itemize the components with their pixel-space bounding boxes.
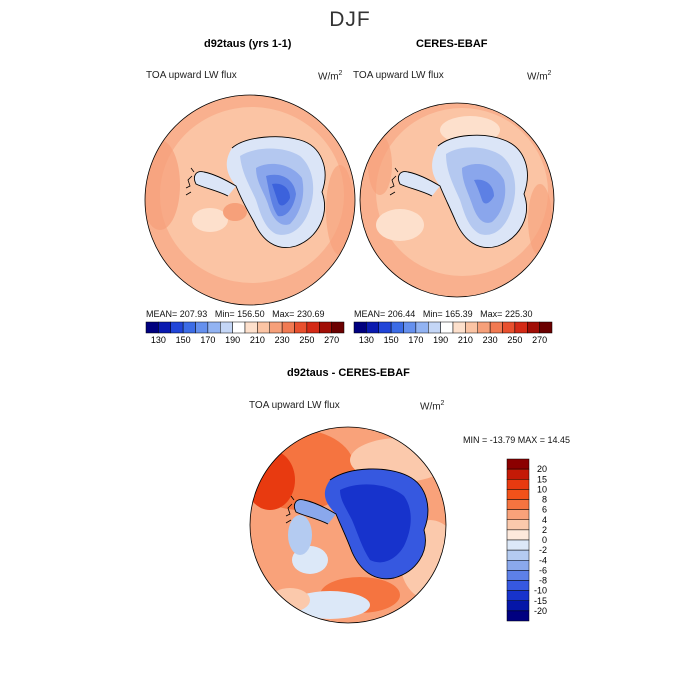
map-panel-2 [360,103,554,297]
cbar1-swatch [331,321,345,334]
cbar2-swatch [527,321,540,334]
diff-cbar-swatch [506,489,530,500]
diff-cbar-tick-label: 8 [542,495,547,505]
cbar2-swatch [378,321,392,334]
diff-cbar-tick-label: -6 [539,565,547,575]
diff-cbar-swatch [506,590,530,601]
cbar1-swatch [294,321,308,334]
cbar1-swatch [232,321,246,334]
cbar1-swatch [207,321,221,334]
cbar2-swatch [514,321,528,334]
panel-1-title: d92taus (yrs 1-1) [204,38,292,50]
diff-cbar-swatch [506,580,530,591]
diff-cbar-swatch [506,509,530,520]
diff-cbar-tick-label: -8 [539,576,547,586]
cbar2-tick-label: 270 [532,335,547,345]
cbar1-swatch [269,321,283,334]
cbar1-tick-label: 250 [299,335,314,345]
cbar1-tick-label: 150 [176,335,191,345]
cbar2-swatch [366,321,379,334]
map-panel-diff [250,427,446,623]
cbar1-swatch [182,321,196,334]
cbar1-swatch [281,321,295,334]
cbar2-tick-label: 170 [408,335,423,345]
cbar2-swatch [477,321,491,334]
diff-cbar-swatch [506,458,530,470]
cbar1-swatch [257,321,270,334]
diff-cbar-swatch [506,560,530,571]
diff-cbar-swatch [506,479,530,490]
cbar2-swatch [440,321,454,334]
colorbar-panel-2: 130 150 170 190 210 230 250 270 [353,321,553,345]
cbar1-swatch [244,321,258,334]
diff-cbar-tick-label: -10 [534,586,547,596]
cbar1-swatch [158,321,171,334]
panel-2-variable: TOA upward LW flux [353,70,444,81]
cbar1-swatch [195,321,209,334]
diff-cbar-swatch [506,600,530,612]
panel-1-units: W/m2 [318,70,343,83]
cbar1-tick-label: 130 [151,335,166,345]
diff-cbar-swatch [506,529,530,541]
cbar2-swatch [465,321,478,334]
panel-2-stats: MEAN= 206.44 Min= 165.39 Max= 225.30 [354,309,533,319]
diff-panel-variable: TOA upward LW flux [249,400,340,411]
cbar2-swatch [452,321,466,334]
diff-cbar-tick-label: 15 [537,474,547,484]
cbar1-tick-label: 170 [200,335,215,345]
map-panel-1 [145,95,355,305]
cbar1-tick-label: 270 [324,335,339,345]
cbar2-tick-label: 150 [384,335,399,345]
diff-cbar-tick-label: 4 [542,515,547,525]
diff-cbar-swatch [506,468,530,480]
cbar2-swatch [539,321,553,334]
cbar1-swatch [306,321,320,334]
diff-cbar-swatch [506,539,530,551]
diff-cbar-tick-label: 0 [542,535,547,545]
panel-1-variable: TOA upward LW flux [146,70,237,81]
cbar2-tick-label: 230 [483,335,498,345]
diff-cbar-tick-label: -4 [539,555,547,565]
cbar2-swatch [353,321,367,334]
diff-cbar-tick-label: -15 [534,596,547,606]
cbar2-swatch [489,321,503,334]
diff-cbar-swatch [506,610,530,622]
diff-cbar-swatch [506,499,530,510]
colorbar-panel-1: 130 150 170 190 210 230 250 270 [145,321,345,345]
cbar2-tick-label: 190 [433,335,448,345]
cbar1-tick-label: 190 [225,335,240,345]
cbar2-swatch [428,321,441,334]
diff-cbar-tick-label: 20 [537,464,547,474]
diff-panel-title: d92taus - CERES-EBAF [287,367,410,379]
diff-cbar-tick-label: 2 [542,525,547,535]
diff-cbar-swatch [506,519,530,531]
cbar1-swatch [145,321,159,334]
cbar1-tick-label: 230 [275,335,290,345]
diff-cbar-swatch [506,549,530,561]
cbar2-tick-label: 250 [507,335,522,345]
cbar2-swatch [415,321,429,334]
season-title: DJF [329,8,371,31]
cbar2-tick-label: 210 [458,335,473,345]
diff-minmax: MIN = -13.79 MAX = 14.45 [463,435,571,445]
cbar2-swatch [403,321,417,334]
diff-cbar-tick-label: 10 [537,484,547,494]
diff-panel-units: W/m2 [420,400,445,413]
panel-1-stats: MEAN= 207.93 Min= 156.50 Max= 230.69 [146,309,325,319]
cbar2-swatch [390,321,404,334]
cbar1-swatch [319,321,332,334]
cbar2-swatch [502,321,516,334]
cbar2-tick-label: 130 [359,335,374,345]
diff-cbar-tick-label: 6 [542,505,547,515]
panel-2-title: CERES-EBAF [416,38,488,50]
cbar1-tick-label: 210 [250,335,265,345]
diff-cbar-tick-label: -20 [534,606,547,616]
diff-cbar-swatch [506,570,530,581]
cbar1-swatch [220,321,233,334]
diff-cbar-tick-label: -2 [539,545,547,555]
panel-2-units: W/m2 [527,70,552,83]
cbar1-swatch [170,321,184,334]
